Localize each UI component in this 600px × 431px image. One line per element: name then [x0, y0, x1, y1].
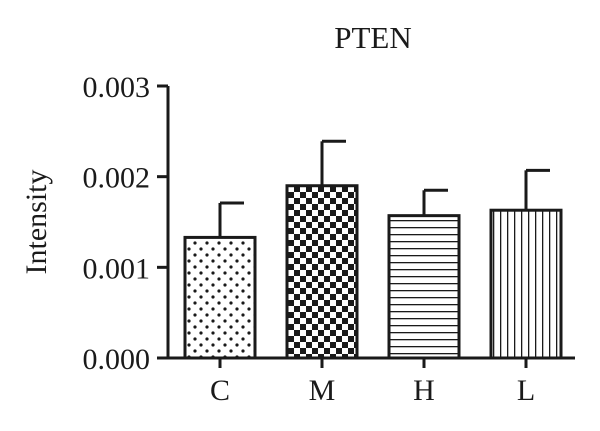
x-tick-label: H — [413, 374, 435, 407]
x-tick-label: C — [210, 374, 230, 407]
bar-m — [285, 184, 359, 360]
y-axis: 0.000 0.001 0.002 0.003 — [83, 71, 170, 376]
y-tick-label: 0.003 — [83, 71, 151, 104]
bar-h — [387, 214, 461, 360]
bars-group — [183, 139, 563, 360]
y-tick-label: 0.002 — [83, 162, 151, 195]
bar-c — [183, 235, 257, 360]
chart-title: PTEN — [334, 20, 412, 55]
bar-l — [489, 208, 563, 360]
y-axis-label: Intensity — [20, 170, 53, 275]
y-tick-label: 0.001 — [83, 252, 151, 285]
y-tick-label: 0.000 — [83, 343, 151, 376]
x-tick-label: L — [517, 374, 535, 407]
x-tick-label: M — [309, 374, 336, 407]
